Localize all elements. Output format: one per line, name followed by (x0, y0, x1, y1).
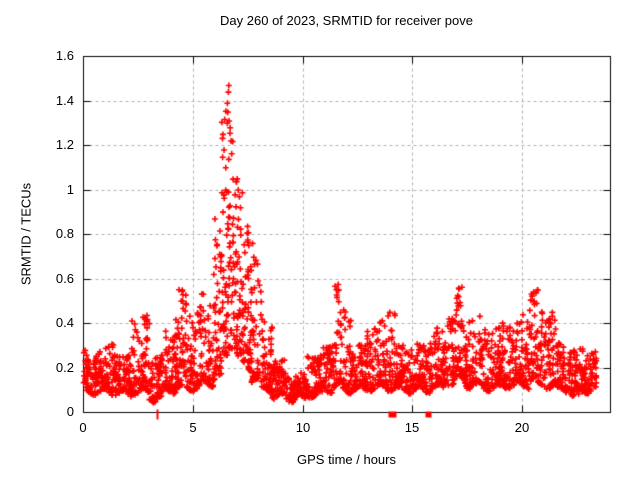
x-tick-label: 20 (514, 420, 530, 435)
x-tick-label: 15 (404, 420, 420, 435)
y-tick-label: 0.8 (55, 226, 74, 241)
y-tick-label: 1.2 (55, 137, 74, 152)
x-axis-label: GPS time / hours (297, 452, 396, 467)
y-tick-label: 0 (66, 404, 74, 419)
y-tick-label: 1.4 (55, 93, 74, 108)
chart-title: Day 260 of 2023, SRMTID for receiver pov… (220, 13, 473, 28)
x-tick-label: 10 (295, 420, 311, 435)
y-tick-label: 1.6 (55, 48, 74, 63)
y-tick-label: 0.2 (55, 360, 74, 375)
x-tick-label: 0 (79, 420, 87, 435)
y-tick-label: 1 (66, 182, 74, 197)
x-tick-label: 5 (189, 420, 197, 435)
y-tick-label: 0.6 (55, 271, 74, 286)
y-tick-label: 0.4 (55, 315, 74, 330)
